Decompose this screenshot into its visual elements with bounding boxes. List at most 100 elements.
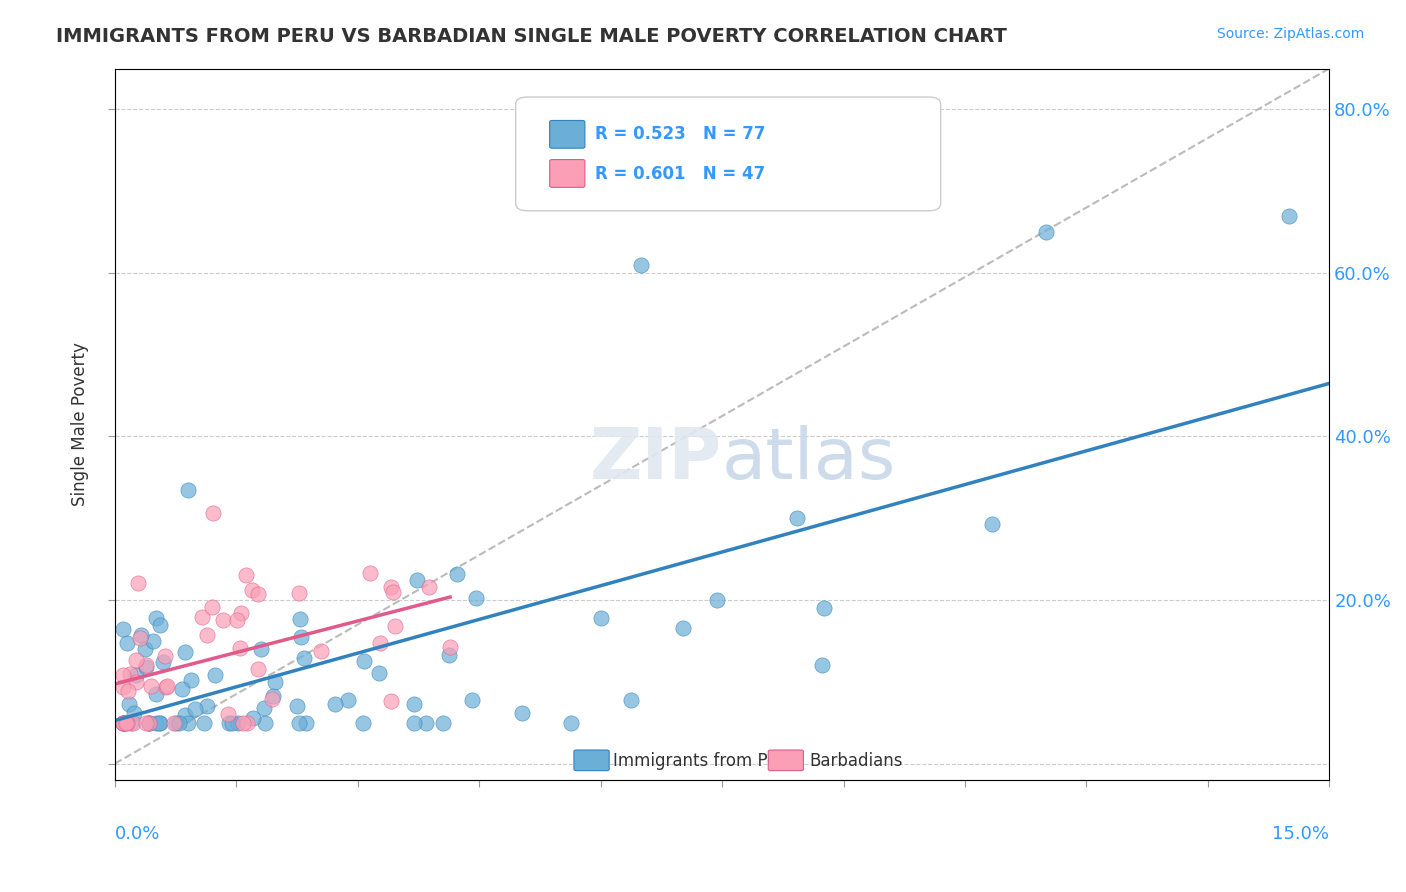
Point <box>288 715 311 730</box>
Point <box>138 715 160 730</box>
Point <box>229 606 252 620</box>
Point <box>155 680 177 694</box>
Text: IMMIGRANTS FROM PERU VS BARBADIAN SINGLE MALE POVERTY CORRELATION CHART: IMMIGRANTS FROM PERU VS BARBADIAN SINGLE… <box>56 27 1007 45</box>
Point <box>439 648 461 662</box>
Point <box>142 633 165 648</box>
Point <box>122 715 145 730</box>
Point <box>352 715 374 730</box>
Point <box>225 613 247 627</box>
Point <box>630 258 652 272</box>
FancyBboxPatch shape <box>574 750 609 771</box>
Point <box>173 707 195 722</box>
Point <box>620 693 643 707</box>
Point <box>112 715 135 730</box>
Text: R = 0.523   N = 77: R = 0.523 N = 77 <box>595 125 765 143</box>
Point <box>118 667 141 681</box>
Point <box>177 715 200 730</box>
Point <box>461 693 484 707</box>
Point <box>129 628 152 642</box>
Point <box>148 715 170 730</box>
Point <box>706 593 728 607</box>
FancyBboxPatch shape <box>550 120 585 148</box>
Point <box>368 665 391 680</box>
Point <box>112 715 135 730</box>
Point <box>981 516 1004 531</box>
Point <box>122 706 145 720</box>
Point <box>218 715 240 730</box>
Point <box>226 715 249 730</box>
Point <box>125 674 148 689</box>
Point <box>786 510 808 524</box>
Point <box>232 715 254 730</box>
Point <box>163 715 186 730</box>
Point <box>217 707 239 722</box>
Point <box>242 583 264 598</box>
Point <box>112 715 135 730</box>
Point <box>204 667 226 681</box>
Point <box>384 619 406 633</box>
Point <box>115 636 138 650</box>
Point <box>262 692 284 706</box>
Point <box>114 715 136 730</box>
Point <box>560 715 582 730</box>
Point <box>235 568 257 582</box>
Point <box>167 715 190 730</box>
Point <box>125 652 148 666</box>
Point <box>432 715 454 730</box>
Point <box>135 715 157 730</box>
FancyBboxPatch shape <box>550 160 585 187</box>
Point <box>418 580 440 594</box>
Point <box>295 715 318 730</box>
Point <box>177 483 200 497</box>
Point <box>380 580 402 594</box>
Point <box>141 679 163 693</box>
Text: 0.0%: 0.0% <box>115 825 160 843</box>
Point <box>138 715 160 730</box>
FancyBboxPatch shape <box>516 97 941 211</box>
Point <box>152 656 174 670</box>
Point <box>589 611 612 625</box>
Point <box>149 715 172 730</box>
Point <box>285 698 308 713</box>
Point <box>115 715 138 730</box>
Point <box>246 662 269 676</box>
Point <box>406 573 429 587</box>
Point <box>112 668 135 682</box>
Point <box>112 623 135 637</box>
Point <box>120 715 142 730</box>
Point <box>129 631 152 645</box>
Point <box>145 715 167 730</box>
Point <box>353 654 375 668</box>
Point <box>155 648 177 663</box>
Text: Source: ZipAtlas.com: Source: ZipAtlas.com <box>1216 27 1364 41</box>
Point <box>368 636 391 650</box>
Point <box>242 711 264 725</box>
Point <box>246 587 269 601</box>
Point <box>446 566 468 581</box>
Point <box>112 715 135 730</box>
Point <box>149 617 172 632</box>
Point <box>202 506 225 520</box>
Point <box>165 715 187 730</box>
Point <box>250 642 273 657</box>
Point <box>145 687 167 701</box>
Text: atlas: atlas <box>723 425 897 494</box>
Point <box>1035 225 1057 239</box>
Point <box>813 600 835 615</box>
Point <box>288 613 311 627</box>
Point <box>195 627 218 641</box>
Point <box>191 609 214 624</box>
FancyBboxPatch shape <box>768 750 803 771</box>
Point <box>212 613 235 627</box>
Point <box>134 642 156 657</box>
Text: ZIP: ZIP <box>591 425 723 494</box>
Point <box>117 684 139 698</box>
Point <box>381 584 404 599</box>
Point <box>359 566 381 581</box>
Text: Barbadians: Barbadians <box>810 752 903 770</box>
Point <box>173 645 195 659</box>
Point <box>145 611 167 625</box>
Point <box>323 698 346 712</box>
Point <box>114 715 136 730</box>
Point <box>252 701 274 715</box>
